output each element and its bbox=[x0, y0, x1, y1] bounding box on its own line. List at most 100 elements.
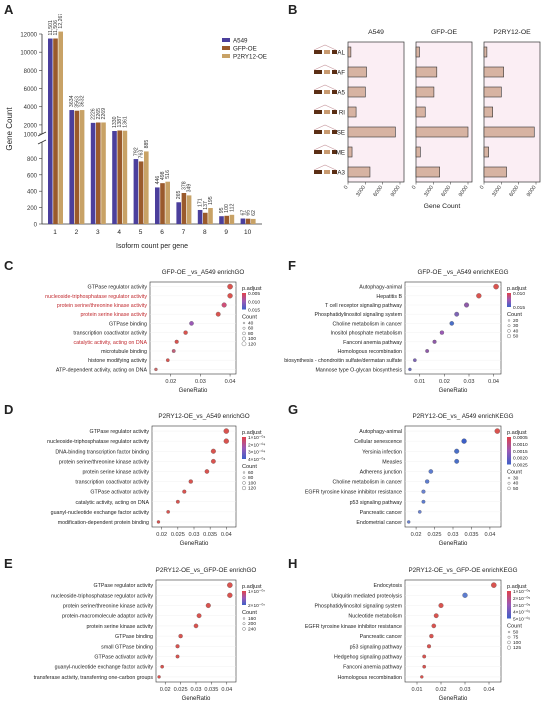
enrichment-dot bbox=[215, 311, 221, 317]
enrichment-dot bbox=[210, 458, 216, 464]
color-bar bbox=[242, 591, 246, 605]
plot-title: GFP-OE _vs_A549 enrichKEGG bbox=[418, 269, 509, 276]
bar-p2ry12-oe bbox=[165, 181, 170, 224]
count-legend-dot bbox=[507, 635, 511, 639]
term-label: Phosphatidylinositol signaling system bbox=[315, 312, 403, 318]
enrichment-dot bbox=[188, 479, 193, 484]
enrichment-dot bbox=[227, 592, 233, 598]
term-label: p53 signaling pathway bbox=[350, 500, 403, 506]
data-label: 62 bbox=[251, 210, 257, 216]
legend-title: p.adjust bbox=[242, 286, 262, 292]
term-label: microtubule binding bbox=[101, 349, 147, 355]
term-label: guanyl-nucleotide exchange factor activi… bbox=[51, 510, 150, 516]
x-tick-label: 4 bbox=[117, 229, 121, 236]
color-bar-tick: 0.010 bbox=[248, 299, 260, 305]
color-bar-tick: 0.005 bbox=[248, 291, 260, 297]
term-label: Homologous recombination bbox=[338, 675, 403, 681]
panel-label-a: A bbox=[4, 2, 14, 17]
term-label: protein serine/threonine kinase activity bbox=[63, 604, 153, 610]
count-legend-label: 40 bbox=[513, 328, 519, 334]
enrichment-dot bbox=[421, 489, 426, 494]
count-legend-label: 40 bbox=[248, 321, 254, 327]
dotplot-p2ry12-vs-gfp-kegg: P2RY12-OE_vs_GFP-OE enrichKEGG Endocytosi… bbox=[305, 567, 530, 702]
dotplot-p2ry12-vs-a549-kegg: P2RY12-OE_vs_ A549 enrichKEGG Autophagy-a… bbox=[305, 413, 528, 547]
count-bar bbox=[483, 86, 502, 98]
x-tick-label: 0.02 bbox=[165, 379, 176, 385]
event-label: RI bbox=[339, 110, 345, 117]
term-label: protein serine kinase activity bbox=[80, 312, 147, 318]
count-legend-label: 100 bbox=[248, 480, 256, 486]
term-label: Pancreatic cancer bbox=[360, 634, 403, 640]
color-bar-tick: 1×10⁻⁰⁴ bbox=[248, 435, 265, 441]
count-legend-dot bbox=[507, 329, 511, 333]
x-tick-label: 0 bbox=[411, 185, 418, 191]
term-label: Measles bbox=[382, 459, 402, 465]
x-tick-label: 0.035 bbox=[204, 687, 218, 693]
x-axis-title: GeneRatio bbox=[439, 696, 468, 702]
count-legend-dot bbox=[507, 486, 511, 491]
legend-title: p.adjust bbox=[507, 286, 527, 292]
count-legend-dot bbox=[242, 481, 246, 485]
splice-exon-icon bbox=[324, 130, 330, 134]
splice-arc-icon bbox=[313, 84, 337, 91]
x-tick-label: 9000 bbox=[390, 185, 402, 198]
term-label: modification-dependent protein binding bbox=[58, 520, 149, 526]
facet-panel bbox=[483, 41, 541, 183]
x-tick-label: 0.04 bbox=[484, 532, 495, 538]
count-bar bbox=[347, 126, 396, 138]
count-legend-label: 30 bbox=[513, 476, 519, 482]
count-legend-title: Count bbox=[507, 470, 522, 476]
count-legend-title: Count bbox=[242, 610, 257, 616]
event-label: AF bbox=[337, 70, 345, 77]
x-tick-label: 0.04 bbox=[484, 687, 495, 693]
color-bar-tick: 2×10⁻⁰⁴ bbox=[248, 442, 265, 448]
count-legend-dot bbox=[242, 617, 246, 620]
term-label: Nucleotide metabolism bbox=[348, 614, 402, 620]
term-label: EGFR tyrosine kinase inhibitor resistanc… bbox=[305, 624, 402, 630]
data-label: 112 bbox=[229, 203, 235, 211]
count-legend-label: 80 bbox=[248, 331, 254, 337]
data-label: 95 bbox=[219, 207, 225, 213]
legend-label: A549 bbox=[233, 38, 248, 45]
enrichment-dot bbox=[193, 623, 199, 629]
y-tick-label: 0 bbox=[34, 223, 38, 229]
count-bar bbox=[347, 86, 366, 98]
term-label: DNA-binding transcription factor binding bbox=[55, 449, 149, 455]
enrichment-dot bbox=[210, 448, 216, 454]
term-label: Yersinia infection bbox=[362, 449, 402, 455]
color-bar-tick: 0.015 bbox=[248, 308, 260, 314]
data-label: 792 bbox=[133, 147, 139, 156]
x-tick-label: 0 bbox=[479, 185, 486, 191]
enrichment-dot bbox=[462, 592, 468, 598]
bar-p2ry12-oe bbox=[229, 214, 235, 224]
y-tick-label: 2000 bbox=[24, 123, 38, 129]
bar-p2ry12-oe bbox=[122, 130, 128, 224]
panel-label-d: D bbox=[4, 402, 14, 417]
count-legend-dot bbox=[507, 630, 511, 634]
splice-exon-icon bbox=[332, 150, 337, 154]
splice-exon-icon bbox=[314, 130, 322, 134]
count-legend-dot bbox=[506, 334, 511, 339]
x-axis-title: GeneRatio bbox=[439, 541, 468, 547]
x-tick-label: 0.03 bbox=[189, 532, 200, 538]
plot-frame bbox=[404, 425, 502, 528]
bar-a549 bbox=[197, 209, 203, 224]
term-label: histone modifying activity bbox=[88, 358, 147, 364]
y-tick-label: 400 bbox=[27, 190, 38, 196]
y-tick-label: 600 bbox=[27, 173, 38, 179]
data-label: 763 bbox=[139, 150, 145, 159]
enrichment-dot bbox=[454, 448, 460, 454]
term-label: Pancreatic cancer bbox=[360, 510, 403, 516]
count-legend-label: 240 bbox=[248, 626, 256, 632]
count-legend-label: 30 bbox=[513, 323, 519, 329]
color-bar-tick: 0.010 bbox=[513, 291, 525, 297]
x-tick-label: 0.03 bbox=[191, 687, 202, 693]
x-tick-label: 1 bbox=[53, 229, 57, 236]
data-label: 2269 bbox=[101, 108, 107, 120]
splice-exon-icon bbox=[314, 90, 322, 94]
enrichment-dot bbox=[494, 428, 501, 434]
enrichment-dot bbox=[408, 367, 412, 372]
splice-exon-icon bbox=[332, 70, 337, 74]
term-label: Inositol phosphate metabolism bbox=[330, 331, 402, 337]
legend-swatch bbox=[222, 38, 230, 42]
